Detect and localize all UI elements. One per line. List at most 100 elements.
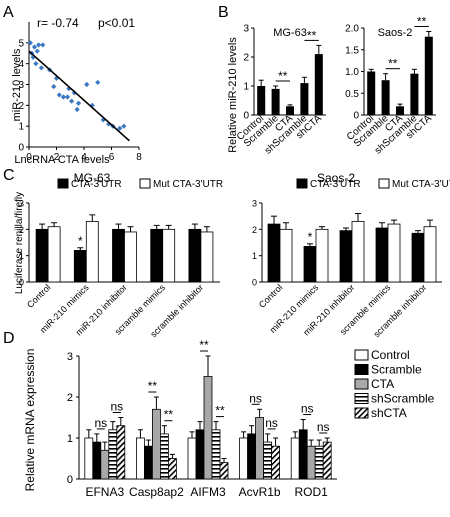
panel-d-bar <box>247 433 257 480</box>
scatter-point <box>69 98 75 104</box>
panel-d-sig-label: ** <box>148 379 158 393</box>
panel-d-bar <box>314 445 324 480</box>
panel-b-bar <box>396 106 404 115</box>
scatter-point <box>60 94 66 100</box>
panel-d-bar <box>143 445 153 480</box>
panel-d-sig-label: ns <box>110 400 123 414</box>
panel-c-y-tick-label: 3 <box>252 199 257 209</box>
panel-c-y-tick-label: 1 <box>19 251 24 261</box>
panel-c-y-tick-label: 3 <box>19 199 24 209</box>
panel-c-bar <box>267 223 281 283</box>
scatter-point <box>53 75 60 81</box>
panel-b-bar <box>381 80 390 115</box>
scatter-point <box>117 125 123 131</box>
panel-a-x-tick-label: 6 <box>109 152 115 163</box>
panel-a-y-tick-label: 5 <box>18 38 24 49</box>
panel-c-y-tick-label: 0 <box>252 278 257 288</box>
panel-b-y-tick-label: 0.5 <box>345 89 359 100</box>
panel-c-category-label: Control <box>25 282 53 310</box>
panel-d-sig-label: ns <box>265 416 278 430</box>
panel-d-sig-label: ** <box>164 408 174 422</box>
scatter-point <box>95 79 101 86</box>
panel-b-y-tick-label: 3 <box>243 24 249 35</box>
panel-b-y-tick-label: 1.5 <box>345 45 359 56</box>
panel-d-category-label: AIFM3 <box>190 485 226 499</box>
panel-b-sig-label: ** <box>307 28 317 42</box>
panel-c-bar <box>188 228 202 283</box>
scatter-point <box>27 40 33 46</box>
panel-d-legend-label: shCTA <box>371 406 407 420</box>
panel-b-sig-label: ** <box>417 14 427 28</box>
panel-b-y-tick-label: 1 <box>243 82 249 93</box>
panel-b-title-saos2: Saos-2 <box>378 27 413 39</box>
panel-c-legend-label: CTA-3'UTR <box>310 179 361 190</box>
panel-b-y-tick-label: 2 <box>243 53 249 64</box>
panel-d-bar-chart: Relative mRNA expression 0 1 2 3 ControlScra… <box>23 338 435 499</box>
panel-d-y-tick-label: 3 <box>67 351 73 363</box>
scatter-point <box>84 81 90 88</box>
panel-d-legend-swatch <box>354 349 369 361</box>
scatter-point <box>34 48 40 54</box>
panel-b-bar <box>410 73 419 115</box>
panel-c-legend-label: CTA-3'UTR <box>71 179 122 190</box>
panel-c-ylabel: Luciferase renilla/firefly <box>14 192 25 294</box>
scatter-point <box>64 94 71 100</box>
panel-c-bar-chart: Luciferase renilla/firefly MG-63 Saos-2 … <box>14 171 450 339</box>
panel-c-y-tick-label: 1 <box>252 251 257 261</box>
panel-c-bar <box>387 223 401 283</box>
panel-d-category-label: Casp8ap2 <box>129 485 184 499</box>
panel-b-title-mg63: MG-63 <box>273 27 307 39</box>
panel-c-bar <box>73 249 87 283</box>
panel-a-x-tick-label: 4 <box>81 152 87 163</box>
panel-d-y-tick-label: 0 <box>67 474 73 486</box>
panel-c-legend-swatch <box>296 178 308 189</box>
panel-d-bar <box>211 429 221 480</box>
scatter-point <box>31 44 38 50</box>
panel-c-y-tick-label: 2 <box>252 225 257 235</box>
panel-d-category-label: EFNA3 <box>85 485 124 499</box>
panel-b-bar-chart: Relative miR-210 levels MG-63 Saos-2 0 1 2… <box>227 14 436 157</box>
scatter-point <box>33 61 39 67</box>
panel-a-xlabel: LncRNA CTA levels <box>14 154 110 166</box>
panel-a-y-tick-label: 2 <box>18 101 24 112</box>
scatter-point <box>121 123 127 129</box>
panel-d-y-tick-label: 1 <box>67 433 73 445</box>
panel-b-ylabel: Relative miR-210 levels <box>227 37 239 153</box>
panel-a-y-tick-label: 3 <box>18 80 24 91</box>
panel-c-sig-label: * <box>308 230 313 244</box>
panel-letter-b: B <box>218 4 229 21</box>
panel-c-bar <box>411 232 425 283</box>
panel-d-legend-label: shScramble <box>371 392 435 406</box>
panel-d-bar <box>84 437 94 480</box>
scatter-point <box>40 42 46 48</box>
panel-letter-d: D <box>3 330 15 347</box>
panel-d-sig-label: ns <box>249 391 262 405</box>
panel-b-bar <box>286 106 294 115</box>
panel-d-bar <box>167 458 177 480</box>
panel-a-ylabel: miR-210 levels <box>11 48 23 121</box>
panel-d-bar <box>100 449 110 480</box>
panel-d-legend-swatch <box>354 378 369 390</box>
panel-c-title-saos2: Saos-2 <box>317 171 355 185</box>
panel-d-ylabel: Relative mRNA expression <box>23 349 37 492</box>
panel-a-regression-line <box>28 50 130 142</box>
panel-d-bar <box>322 441 332 480</box>
panel-b-sig-label: ** <box>388 57 398 71</box>
panel-c-bar <box>47 226 61 283</box>
panel-letter-c: C <box>3 167 15 184</box>
panel-d-legend-swatch <box>354 393 369 404</box>
panel-a-p-annotation: p<0.01 <box>98 16 135 30</box>
panel-c-bar <box>279 228 293 283</box>
panel-b-sig-label: ** <box>278 69 288 83</box>
panel-d-bar <box>195 429 205 480</box>
panel-d-bar <box>92 441 102 480</box>
panel-d-bar <box>298 429 308 480</box>
panel-c-title-mg63: MG-63 <box>74 171 111 185</box>
panel-c-y-tick-label: 2 <box>19 225 24 235</box>
panel-a-y-tick-label: 0 <box>18 143 24 154</box>
panel-d-bar <box>159 433 169 480</box>
scatter-point <box>56 92 62 98</box>
panel-d-bar <box>187 437 197 480</box>
panel-c-bar <box>315 228 329 283</box>
